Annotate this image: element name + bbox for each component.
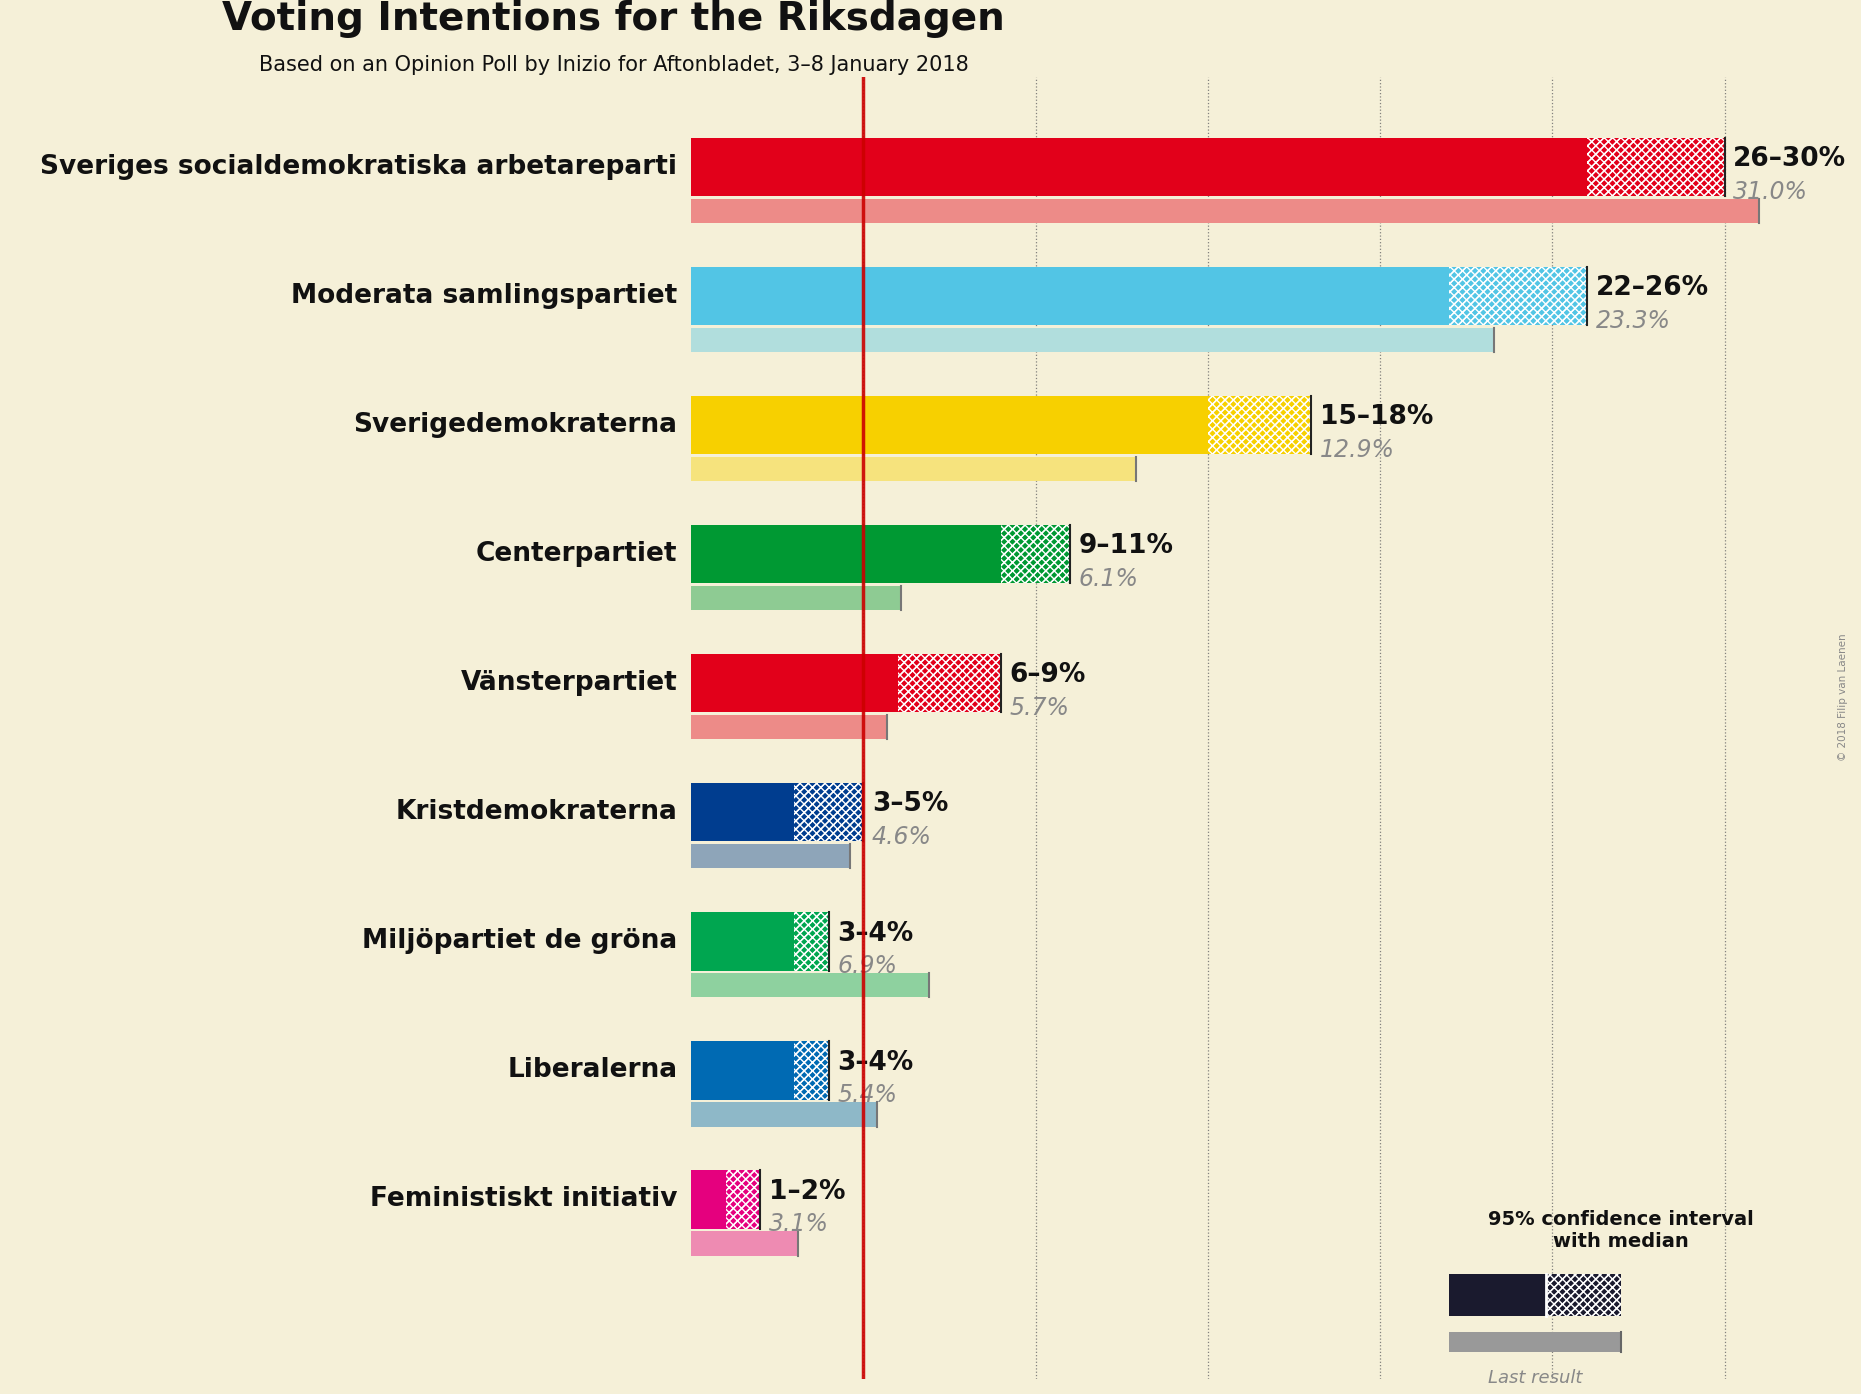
Text: 6–9%: 6–9% [1011,662,1087,689]
Text: 6.1%: 6.1% [1079,567,1139,591]
Text: 5.4%: 5.4% [837,1083,897,1107]
Bar [1208,396,1312,454]
Text: Centerpartiet: Centerpartiet [476,541,677,567]
Bar [690,1231,798,1256]
Text: Miljöpartiet de gröna: Miljöpartiet de gröna [363,928,677,955]
Text: Last result: Last result [1489,1369,1582,1387]
Bar [1546,1274,1621,1316]
Text: Kristdemokraterna: Kristdemokraterna [395,799,677,825]
Bar [897,654,1001,712]
Bar [1587,138,1725,197]
Bar [1001,526,1070,584]
Text: Moderata samlingspartiet: Moderata samlingspartiet [290,283,677,309]
Bar [795,1041,828,1100]
Bar [690,396,1208,454]
Bar [690,328,1494,353]
Text: 3–5%: 3–5% [873,792,949,817]
Bar [1546,1274,1621,1316]
Bar [1450,268,1587,325]
Text: 3.1%: 3.1% [769,1213,828,1236]
Text: 95% confidence interval
with median: 95% confidence interval with median [1489,1210,1755,1252]
Bar [690,654,897,712]
Text: Based on an Opinion Poll by Inizio for Aftonbladet, 3–8 January 2018: Based on an Opinion Poll by Inizio for A… [259,56,968,75]
Bar [690,912,795,970]
Bar [690,783,795,842]
Bar [795,1041,828,1100]
Text: 23.3%: 23.3% [1595,309,1671,333]
Bar [1450,1274,1546,1316]
Bar [690,1041,795,1100]
Bar [1546,1274,1621,1316]
Text: © 2018 Filip van Laenen: © 2018 Filip van Laenen [1839,633,1848,761]
Bar [690,1171,726,1228]
Bar [795,912,828,970]
Bar [1450,1331,1621,1352]
Bar [690,138,1587,197]
Text: Liberalerna: Liberalerna [508,1058,677,1083]
Bar [1208,396,1312,454]
Bar [690,526,1001,584]
Text: Voting Intentions for the Riksdagen: Voting Intentions for the Riksdagen [221,0,1005,38]
Bar [1450,268,1587,325]
Bar [1587,138,1725,197]
Bar [690,198,1759,223]
Bar [1587,138,1725,197]
Text: 5.7%: 5.7% [1011,696,1070,719]
Bar [897,654,1001,712]
Bar [1208,396,1312,454]
Bar [795,783,864,842]
Bar [690,1101,877,1126]
Bar [1001,526,1070,584]
Text: 22–26%: 22–26% [1595,275,1708,301]
Text: 1–2%: 1–2% [769,1178,845,1204]
Text: 12.9%: 12.9% [1319,438,1396,461]
Bar [795,912,828,970]
Text: Sverigedemokraterna: Sverigedemokraterna [354,413,677,438]
Text: 3–4%: 3–4% [837,920,914,947]
Bar [795,783,864,842]
Bar [690,843,850,868]
Bar [1450,268,1587,325]
Text: 9–11%: 9–11% [1079,534,1174,559]
Bar [726,1171,759,1228]
Text: Sveriges socialdemokratiska arbetareparti: Sveriges socialdemokratiska arbetarepart… [41,155,677,180]
Bar [690,268,1450,325]
Bar [690,457,1135,481]
Text: 26–30%: 26–30% [1733,146,1846,173]
Text: Feministiskt initiativ: Feministiskt initiativ [370,1186,677,1213]
Text: 3–4%: 3–4% [837,1050,914,1076]
Text: 31.0%: 31.0% [1733,180,1809,204]
Text: Vänsterpartiet: Vänsterpartiet [460,671,677,696]
Text: 15–18%: 15–18% [1319,404,1433,431]
Bar [726,1171,759,1228]
Bar [690,585,901,611]
Bar [726,1171,759,1228]
Text: 6.9%: 6.9% [837,953,897,979]
Bar [897,654,1001,712]
Bar [795,1041,828,1100]
Bar [795,912,828,970]
Text: 4.6%: 4.6% [873,825,932,849]
Bar [1001,526,1070,584]
Bar [690,715,888,739]
Bar [690,973,929,998]
Bar [795,783,864,842]
